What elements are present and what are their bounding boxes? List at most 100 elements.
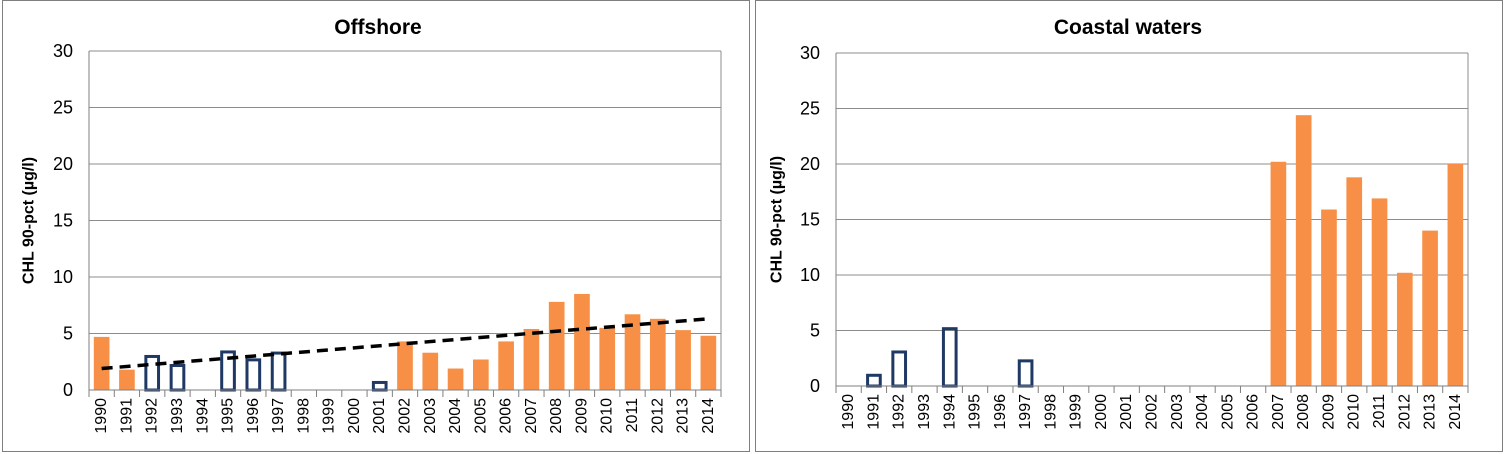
x-tick-label: 2009: [573, 398, 590, 434]
x-tick-label: 2001: [371, 398, 388, 434]
y-tick-label: 5: [63, 324, 73, 344]
x-tick-label: 2011: [1371, 394, 1388, 429]
x-tick-label: 2005: [472, 398, 489, 434]
bar: [523, 328, 540, 390]
x-tick-label: 1990: [93, 398, 110, 434]
bar: [700, 335, 717, 390]
x-tick-label: 2008: [1295, 394, 1312, 430]
bar: [675, 330, 691, 390]
bar: [1447, 164, 1464, 386]
bar-outline: [270, 351, 287, 392]
bar-outline: [866, 373, 882, 388]
bar: [447, 368, 464, 390]
y-tick-label: 10: [800, 265, 820, 285]
x-tick-label: 2014: [1447, 394, 1464, 430]
bar: [1321, 209, 1337, 386]
x-tick-label: 1993: [916, 394, 933, 430]
bar: [1295, 115, 1312, 386]
y-tick-label: 5: [810, 321, 820, 341]
x-tick-label: 1996: [992, 394, 1009, 430]
bar-outline: [144, 354, 161, 392]
chart-coastal-waters: Coastal waters CHL 90-pct (µg/l) 0 5 10 15 20 2…: [755, 0, 1503, 452]
bar: [473, 359, 489, 390]
y-tick-label: 25: [53, 98, 73, 118]
y-axis-label: CHL 90-pct (µg/l): [769, 156, 786, 283]
chart-coastal-waters-svg: Coastal waters CHL 90-pct (µg/l) 0 5 10 15 20 2…: [769, 16, 1469, 430]
y-tick-label: 0: [63, 380, 73, 400]
y-tick-label: 0: [810, 376, 820, 396]
x-tick-label: 1995: [220, 398, 237, 434]
x-tick-label: 1994: [941, 394, 958, 430]
x-tick-label: 2004: [447, 398, 464, 434]
x-tick-label: 2000: [346, 398, 363, 434]
bar: [1270, 161, 1287, 386]
trendline: [101, 317, 709, 371]
bar: [397, 341, 413, 390]
bar: [1422, 230, 1438, 386]
x-tick-label: 1991: [865, 394, 882, 430]
x-tick-label: 1992: [891, 394, 908, 430]
bar: [624, 314, 641, 390]
chart-offshore-svg: Offshore CHL 90-pct (µg/l) 0 5 10 15 20 25 30 199…: [21, 16, 722, 434]
x-tick-label: 2002: [397, 398, 414, 434]
x-tick-label: 2002: [1144, 394, 1161, 430]
y-tick-label: 30: [800, 43, 820, 63]
bar-outline: [941, 327, 958, 388]
y-tick-label: 15: [800, 210, 820, 230]
bar: [1396, 272, 1413, 386]
x-tick-label: 1992: [144, 398, 161, 434]
x-tick-label: 1999: [321, 398, 338, 434]
bar-outline: [245, 358, 262, 392]
x-tick-label: 1993: [169, 398, 186, 434]
y-tick-label: 25: [800, 99, 820, 119]
bar: [599, 327, 616, 390]
bar-outline: [891, 350, 908, 388]
x-tick-label: 2013: [675, 398, 692, 434]
bar: [1371, 198, 1388, 386]
x-tick-label: 2007: [523, 398, 540, 434]
y-axis-label: CHL 90-pct (µg/l): [21, 157, 38, 284]
x-tick-label: 1991: [118, 398, 135, 434]
bar: [498, 341, 514, 390]
x-tick-label: 2011: [624, 398, 641, 433]
y-tick-label: 10: [53, 267, 73, 287]
x-tick-label: 1990: [840, 394, 857, 430]
x-tick-label: 2010: [1346, 394, 1363, 430]
bar: [119, 369, 135, 390]
bar-outline: [169, 364, 186, 392]
bar: [422, 352, 439, 390]
x-tick-label: 2000: [1093, 394, 1110, 430]
y-tick-label: 20: [800, 154, 820, 174]
chart-offshore: Offshore CHL 90-pct (µg/l) 0 5 10 15 20 25 30 199…: [2, 0, 750, 452]
x-tick-label: 2013: [1422, 394, 1439, 430]
x-tick-label: 2006: [498, 398, 515, 434]
bar-outline: [371, 380, 388, 392]
x-tick-label: 1995: [967, 394, 984, 430]
x-tick-label: 1997: [1017, 394, 1034, 430]
bar: [574, 293, 590, 390]
x-tick-label: 1997: [270, 398, 287, 434]
x-tick-label: 1994: [194, 398, 211, 434]
x-tick-label: 1998: [295, 398, 312, 434]
bar-outline: [1017, 359, 1034, 388]
chart-title: Coastal waters: [1054, 16, 1202, 39]
x-tick-label: 2008: [548, 398, 565, 434]
x-tick-label: 1999: [1068, 394, 1085, 430]
y-tick-label: 15: [53, 211, 73, 231]
x-tick-label: 2010: [599, 398, 616, 434]
x-tick-label: 2007: [1270, 394, 1287, 430]
chart-title: Offshore: [334, 16, 422, 39]
bar: [548, 301, 565, 390]
y-tick-label: 20: [53, 154, 73, 174]
x-tick-label: 2006: [1245, 394, 1262, 430]
x-tick-label: 2004: [1194, 394, 1211, 430]
x-tick-label: 2012: [649, 398, 666, 434]
x-tick-label: 1996: [245, 398, 262, 434]
x-tick-label: 2003: [1169, 394, 1186, 430]
x-tick-label: 2003: [422, 398, 439, 434]
x-tick-label: 1998: [1042, 394, 1059, 430]
bar: [93, 336, 110, 390]
y-tick-label: 30: [53, 41, 73, 61]
x-tick-label: 2012: [1396, 394, 1413, 430]
x-tick-label: 2001: [1118, 394, 1135, 430]
